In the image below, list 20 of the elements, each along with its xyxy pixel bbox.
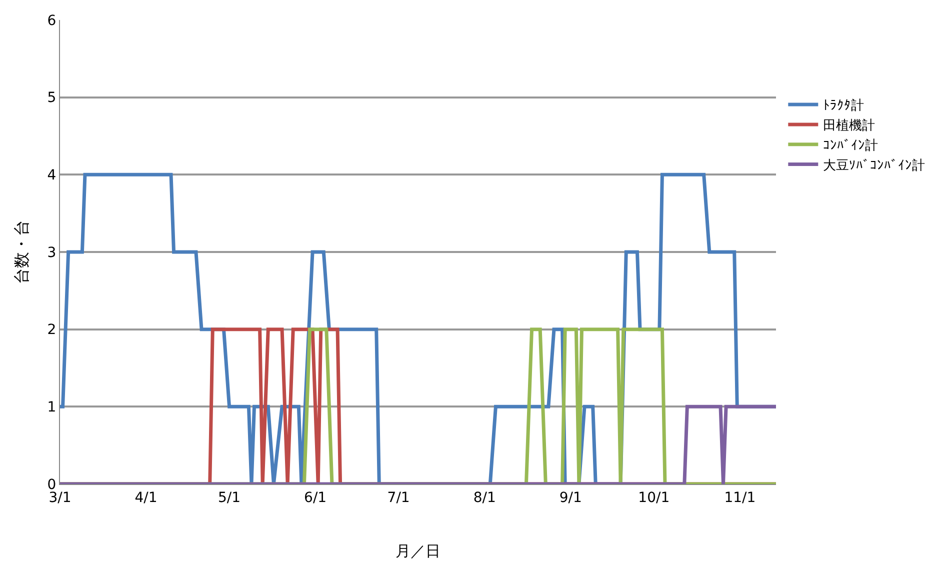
x-tick-label: 5/1 [218, 490, 241, 506]
y-tick-label: 6 [47, 12, 56, 29]
legend-label: 田植機計 [823, 118, 876, 134]
x-tick-label: 9/1 [559, 490, 582, 506]
x-tick-label: 4/1 [134, 490, 158, 506]
y-tick-label: 3 [47, 244, 56, 261]
x-tick-label: 6/1 [304, 490, 327, 506]
y-tick-label: 5 [47, 90, 56, 106]
legend-label: ｺﾝﾊﾞｲﾝ計 [823, 138, 878, 154]
x-axis-title: 月／日 [396, 542, 440, 560]
y-tick-label: 1 [47, 400, 56, 416]
y-tick-label: 2 [47, 322, 56, 338]
y-axis-title: 台数・台 [12, 220, 32, 284]
x-tick-label: 11/1 [724, 490, 756, 506]
y-tick-label: 4 [47, 168, 56, 184]
legend-label: ﾄﾗｸﾀ計 [823, 98, 864, 114]
x-tick-label: 7/1 [387, 490, 410, 506]
legend-label: 大豆ｿﾊﾞｺﾝﾊﾞｲﾝ計 [823, 158, 926, 174]
x-tick-label: 10/1 [638, 490, 670, 506]
x-tick-label: 8/1 [473, 490, 496, 506]
